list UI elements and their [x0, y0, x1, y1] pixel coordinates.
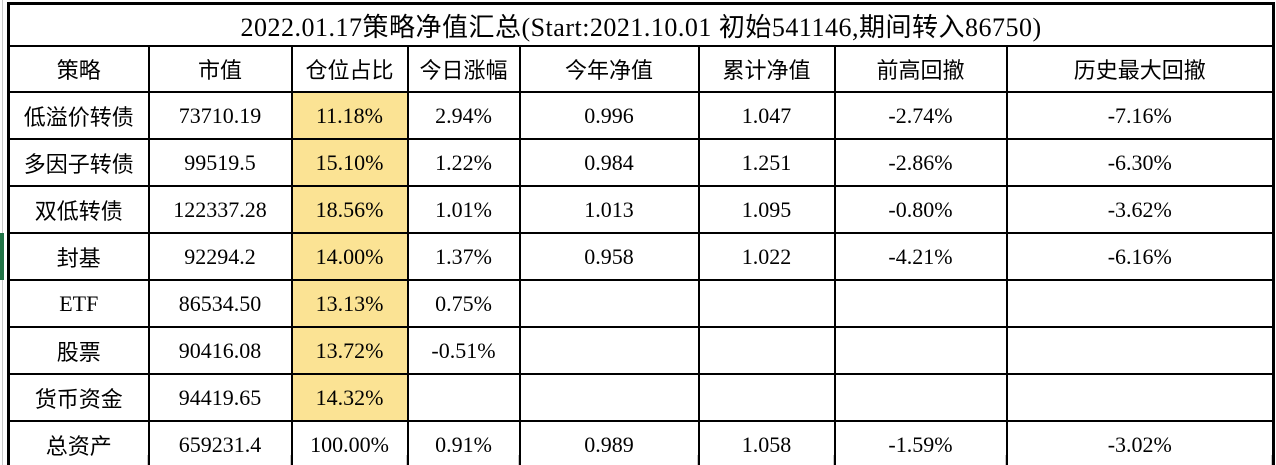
table-cell[interactable]: 0.996 [518, 91, 700, 140]
table-cell[interactable]: 0.75% [406, 279, 521, 328]
table-row-3: 封基 92294.2 14.00% 1.37% 0.958 1.022 -4.21% -6.1… [7, 232, 1275, 281]
table-cell[interactable]: 1.022 [697, 232, 836, 281]
table-row-7: 总资产 659231.4 100.00% 0.91% 0.989 1.058 -1.59% -… [7, 420, 1275, 465]
table-cell[interactable]: 86534.50 [147, 279, 293, 328]
table-cell[interactable]: -2.86% [833, 138, 1008, 187]
sheet-gridline-stub [1271, 455, 1272, 465]
table-title-row: 2022.01.17策略净值汇总(Start:2021.10.01 初始5411… [7, 2, 1275, 47]
column-header-5[interactable]: 累计净值 [697, 45, 836, 93]
active-row-selection-indicator [0, 233, 4, 280]
table-cell[interactable] [697, 326, 836, 375]
column-header-3[interactable]: 今日涨幅 [406, 45, 521, 93]
table-cell[interactable]: 659231.4 [147, 420, 293, 465]
strategy-name-cell[interactable]: 股票 [7, 326, 150, 375]
strategy-name-cell[interactable]: ETF [7, 279, 150, 328]
strategy-name-cell[interactable]: 低溢价转债 [7, 91, 150, 140]
table-cell[interactable] [518, 373, 700, 422]
table-cell[interactable]: 73710.19 [147, 91, 293, 140]
table-cell[interactable]: 11.18% [290, 91, 409, 140]
table-cell[interactable]: -3.02% [1005, 420, 1275, 465]
table-cell[interactable] [406, 373, 521, 422]
sheet-gridline-stub [406, 455, 407, 465]
table-cell[interactable]: 1.37% [406, 232, 521, 281]
table-cell[interactable]: 0.91% [406, 420, 521, 465]
table-cell[interactable]: 2.94% [406, 91, 521, 140]
table-cell[interactable]: 0.989 [518, 420, 700, 465]
strategy-name-cell[interactable]: 总资产 [7, 420, 150, 465]
table-cell[interactable]: -3.62% [1005, 185, 1275, 234]
table-cell[interactable]: 100.00% [290, 420, 409, 465]
table-cell[interactable]: 122337.28 [147, 185, 293, 234]
table-cell[interactable]: 1.01% [406, 185, 521, 234]
strategy-summary-table: 2022.01.17策略净值汇总(Start:2021.10.01 初始5411… [7, 2, 1276, 465]
table-cell[interactable]: 1.22% [406, 138, 521, 187]
table-cell[interactable]: 1.047 [697, 91, 836, 140]
table-cell[interactable] [697, 279, 836, 328]
table-cell[interactable]: -4.21% [833, 232, 1008, 281]
table-row-4: ETF 86534.50 13.13% 0.75% [7, 279, 1275, 328]
column-header-2[interactable]: 仓位占比 [290, 45, 409, 93]
table-cell[interactable]: 15.10% [290, 138, 409, 187]
column-header-1[interactable]: 市值 [147, 45, 293, 93]
table-cell[interactable]: 1.095 [697, 185, 836, 234]
table-cell[interactable] [1005, 373, 1275, 422]
table-cell[interactable]: 92294.2 [147, 232, 293, 281]
column-header-0[interactable]: 策略 [7, 45, 150, 93]
table-cell[interactable]: -0.51% [406, 326, 521, 375]
table-cell[interactable]: 1.058 [697, 420, 836, 465]
table-cell[interactable]: -6.16% [1005, 232, 1275, 281]
table-cell[interactable] [1005, 279, 1275, 328]
table-cell[interactable]: 13.72% [290, 326, 409, 375]
table-row-1: 多因子转债 99519.5 15.10% 1.22% 0.984 1.251 -2.86% -… [7, 138, 1275, 187]
table-cell[interactable]: 18.56% [290, 185, 409, 234]
sheet-gridline-stub [147, 455, 148, 465]
table-cell[interactable]: 94419.65 [147, 373, 293, 422]
table-cell[interactable]: -0.80% [833, 185, 1008, 234]
table-row-5: 股票 90416.08 13.72% -0.51% [7, 326, 1275, 375]
strategy-name-cell[interactable]: 封基 [7, 232, 150, 281]
column-header-4[interactable]: 今年净值 [518, 45, 700, 93]
table-header-row: 策略 市值 仓位占比 今日涨幅 今年净值 累计净值 前高回撤 历史最大回撤 [7, 45, 1275, 93]
table-row-0: 低溢价转债 73710.19 11.18% 2.94% 0.996 1.047 -2.74%… [7, 91, 1275, 140]
table-cell[interactable]: 0.984 [518, 138, 700, 187]
table-cell[interactable]: 90416.08 [147, 326, 293, 375]
table-row-6: 货币资金 94419.65 14.32% [7, 373, 1275, 422]
table-cell[interactable]: 14.00% [290, 232, 409, 281]
table-title-cell[interactable]: 2022.01.17策略净值汇总(Start:2021.10.01 初始5411… [7, 2, 1275, 47]
sheet-gridline-stub [697, 455, 698, 465]
sheet-gridline-stub [1005, 455, 1006, 465]
table-cell[interactable] [518, 326, 700, 375]
table-cell[interactable]: -6.30% [1005, 138, 1275, 187]
table-cell[interactable] [833, 279, 1008, 328]
table-cell[interactable] [697, 373, 836, 422]
strategy-name-cell[interactable]: 多因子转债 [7, 138, 150, 187]
sheet-gridline-stub [833, 455, 834, 465]
table-cell[interactable]: -2.74% [833, 91, 1008, 140]
table-cell[interactable]: 14.32% [290, 373, 409, 422]
strategy-name-cell[interactable]: 货币资金 [7, 373, 150, 422]
table-row-2: 双低转债 122337.28 18.56% 1.01% 1.013 1.095 -0.80%… [7, 185, 1275, 234]
table-cell[interactable] [833, 373, 1008, 422]
table-cell[interactable]: -7.16% [1005, 91, 1275, 140]
table-cell[interactable] [833, 326, 1008, 375]
table-cell[interactable]: 1.013 [518, 185, 700, 234]
sheet-gridline-stub [290, 455, 291, 465]
table-cell[interactable] [518, 279, 700, 328]
strategy-name-cell[interactable]: 双低转债 [7, 185, 150, 234]
table-body: 低溢价转债 73710.19 11.18% 2.94% 0.996 1.047 -2.74%… [7, 91, 1275, 465]
table-cell[interactable]: 99519.5 [147, 138, 293, 187]
table-cell[interactable]: -1.59% [833, 420, 1008, 465]
table-cell[interactable]: 0.958 [518, 232, 700, 281]
column-header-7[interactable]: 历史最大回撤 [1005, 45, 1275, 93]
table-cell[interactable]: 1.251 [697, 138, 836, 187]
column-header-6[interactable]: 前高回撤 [833, 45, 1008, 93]
sheet-gridline-stub [518, 455, 519, 465]
table-cell[interactable] [1005, 326, 1275, 375]
sheet-gridline-left [2, 0, 3, 465]
table-cell[interactable]: 13.13% [290, 279, 409, 328]
